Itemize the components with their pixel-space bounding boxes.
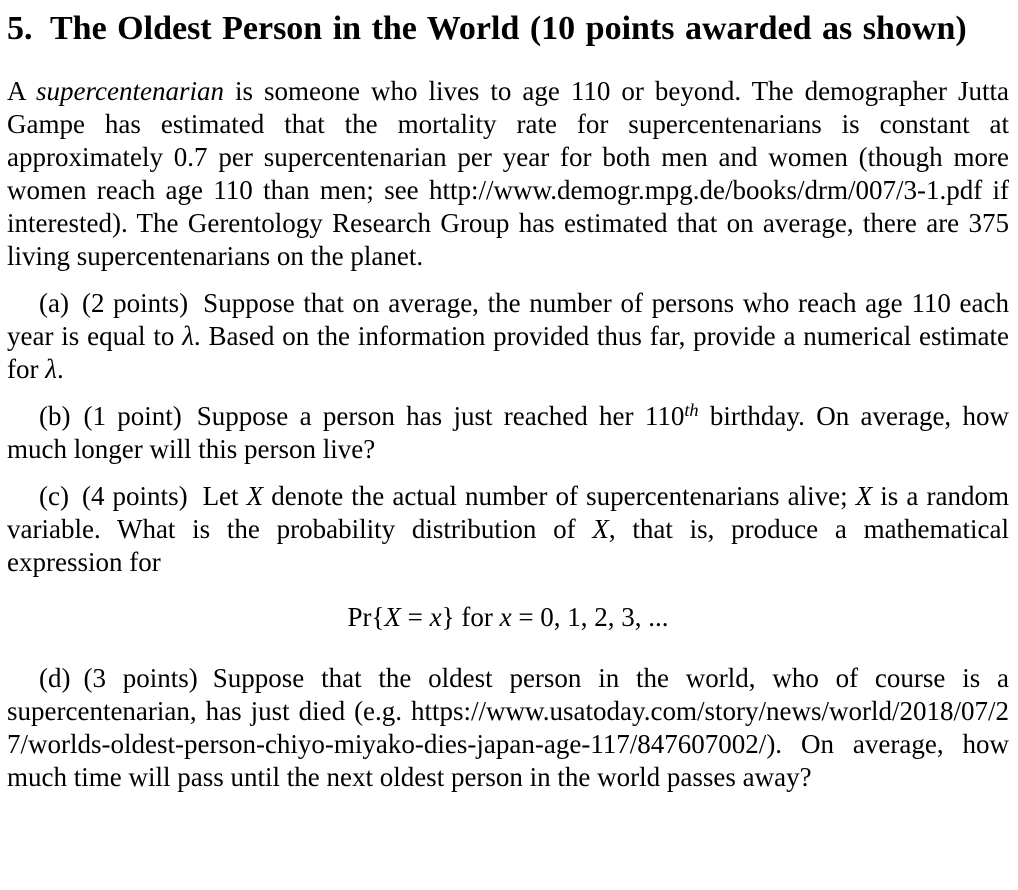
part-a-label: (a) (39, 288, 69, 318)
text-segment: Suppose that on average, the number of p… (7, 288, 1009, 351)
text-segment: is someone who lives to age 110 or beyon… (7, 76, 1010, 205)
text-segment: is a random variable. What is the probab… (7, 481, 1009, 544)
section-heading: 5. The Oldest Person in the World (10 po… (7, 6, 1009, 51)
text-segment: , that is, produce a mathematical expres… (7, 514, 1009, 577)
math-variable-X: X (592, 514, 609, 544)
part-a-points: (2 points) (81, 288, 189, 318)
lambda-symbol: λ (45, 354, 57, 384)
section-title-text: The Oldest Person in the World (10 point… (50, 10, 967, 47)
math-variable-x: x (429, 602, 442, 632)
part-c-label: (c) (39, 481, 69, 511)
equation-segment: = 0, 1, 2, 3, ... (511, 602, 669, 632)
equation-segment: = (400, 602, 430, 632)
equation-segment: } for (441, 602, 500, 632)
part-d-points: (3 points) (83, 663, 198, 693)
part-d-label: (d) (39, 663, 71, 693)
text-segment: Suppose a person has just reached her 11… (196, 401, 685, 431)
lambda-symbol: λ (182, 321, 194, 351)
math-variable-X: X (246, 481, 264, 511)
text-segment: A (7, 76, 37, 106)
math-variable-X: X (855, 481, 873, 511)
part-c-paragraph: (c) (4 points) Let X denote the actual num… (7, 480, 1009, 579)
text-segment: Suppose that the oldest person in the wo… (7, 663, 1009, 726)
url-text: https://www.usatoday.com/story/news/worl… (7, 696, 1009, 759)
superscript-th: th (684, 399, 699, 420)
text-segment: ). On average, how much time will pass u… (7, 729, 1009, 792)
text-segment: denote the actual number of supercentena… (263, 481, 856, 511)
part-b-label: (b) (39, 401, 71, 431)
text-segment: Let (202, 481, 247, 511)
url-text: http://www.demogr.mpg.de/books/drm/007/3… (428, 175, 983, 205)
text-segment: if interested). The Gerentology Research… (7, 175, 1010, 271)
part-d-paragraph: (d) (3 points) Suppose that the oldest per… (7, 662, 1009, 794)
text-segment: birthday. On average, how much longer wi… (7, 401, 1009, 464)
part-c-points: (4 points) (81, 481, 188, 511)
part-b-points: (1 point) (83, 401, 182, 431)
intro-paragraph: A supercentenarian is someone who lives … (7, 75, 1009, 273)
equation-block: Pr{X = x} for x = 0, 1, 2, 3, ... (7, 601, 1009, 634)
part-a-paragraph: (a) (2 points) Suppose that on average, th… (7, 287, 1009, 386)
section-number: 5. (7, 10, 33, 47)
italic-term: supercentenarian (36, 76, 224, 106)
part-b-paragraph: (b) (1 point) Suppose a person has just re… (7, 400, 1009, 466)
math-variable-X: X (384, 602, 401, 632)
equation-segment: Pr{ (347, 602, 385, 632)
text-segment: . Based on the information provided thus… (7, 321, 1009, 384)
math-variable-x: x (499, 602, 512, 632)
text-segment: . (56, 354, 64, 384)
